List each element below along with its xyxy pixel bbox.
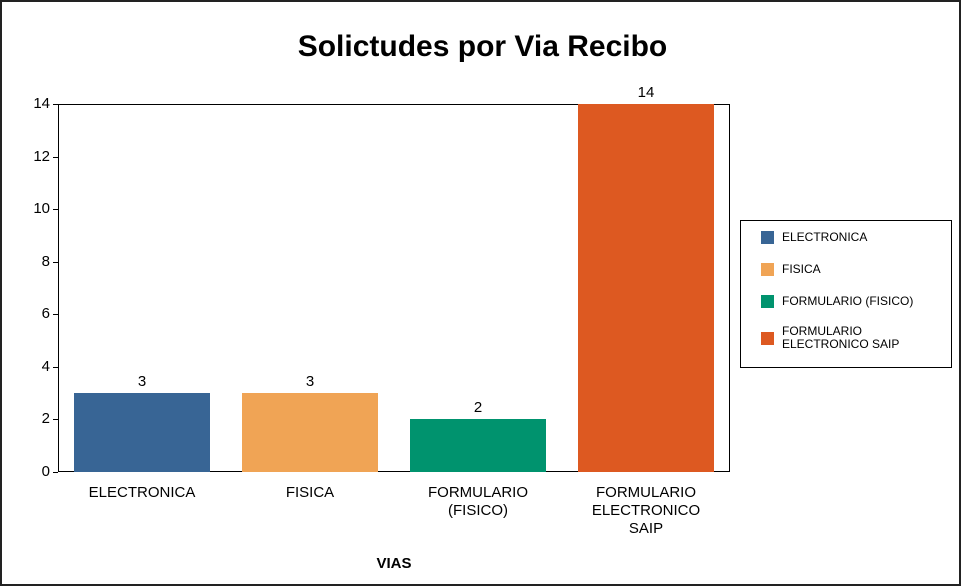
y-tick	[53, 104, 58, 105]
legend-label: FORMULARIO (FISICO)	[782, 294, 914, 308]
chart-title: Solictudes por Via Recibo	[297, 30, 668, 63]
y-tick	[53, 261, 58, 263]
y-tick	[53, 209, 58, 211]
legend-label: FISICA	[782, 262, 821, 276]
value-label: 2	[473, 399, 483, 417]
legend-item: FORMULARIO (FISICO)	[761, 295, 932, 308]
legend-item: ELECTRONICA	[761, 231, 932, 244]
legend: ELECTRONICA FISICA FORMULARIO (FISICO) FORM…	[740, 220, 952, 368]
y-tick	[53, 472, 58, 473]
bar	[241, 393, 379, 472]
y-tick	[53, 419, 58, 421]
legend-swatch	[761, 263, 774, 276]
x-axis-title: VIAS	[376, 555, 412, 572]
y-tick-label: 14	[33, 95, 50, 112]
legend-swatch	[761, 331, 774, 345]
plot-area	[58, 104, 730, 472]
value-label: 14	[637, 84, 655, 101]
legend-swatch	[761, 231, 774, 244]
legend-label: FORMULARIO ELECTRONICO SAIP	[782, 324, 900, 351]
x-tick-label: FORMULARIO (FISICO)	[427, 484, 528, 519]
y-tick-label: 4	[41, 357, 50, 375]
legend-swatch	[761, 295, 774, 308]
y-tick-label: 6	[41, 305, 50, 323]
y-tick-label: 0	[41, 463, 50, 480]
legend-item: FORMULARIO ELECTRONICO SAIP	[761, 325, 932, 351]
y-tick-label: 12	[33, 147, 50, 165]
x-tick-label: FORMULARIO ELECTRONICO SAIP	[591, 484, 701, 537]
value-label: 3	[137, 373, 147, 391]
bar	[73, 393, 211, 472]
y-tick-label: 2	[41, 410, 50, 428]
value-label: 3	[305, 373, 315, 391]
y-tick	[53, 314, 58, 316]
legend-label: ELECTRONICA	[782, 230, 868, 244]
y-tick-label: 10	[33, 200, 50, 218]
x-tick-label: ELECTRONICA	[88, 484, 196, 501]
bar	[577, 104, 715, 472]
legend-item: FISICA	[761, 263, 932, 276]
bar	[409, 419, 547, 472]
y-tick-label: 8	[41, 252, 50, 270]
y-tick	[53, 366, 58, 368]
y-tick	[53, 156, 58, 158]
x-tick-label: FISICA	[285, 484, 335, 501]
